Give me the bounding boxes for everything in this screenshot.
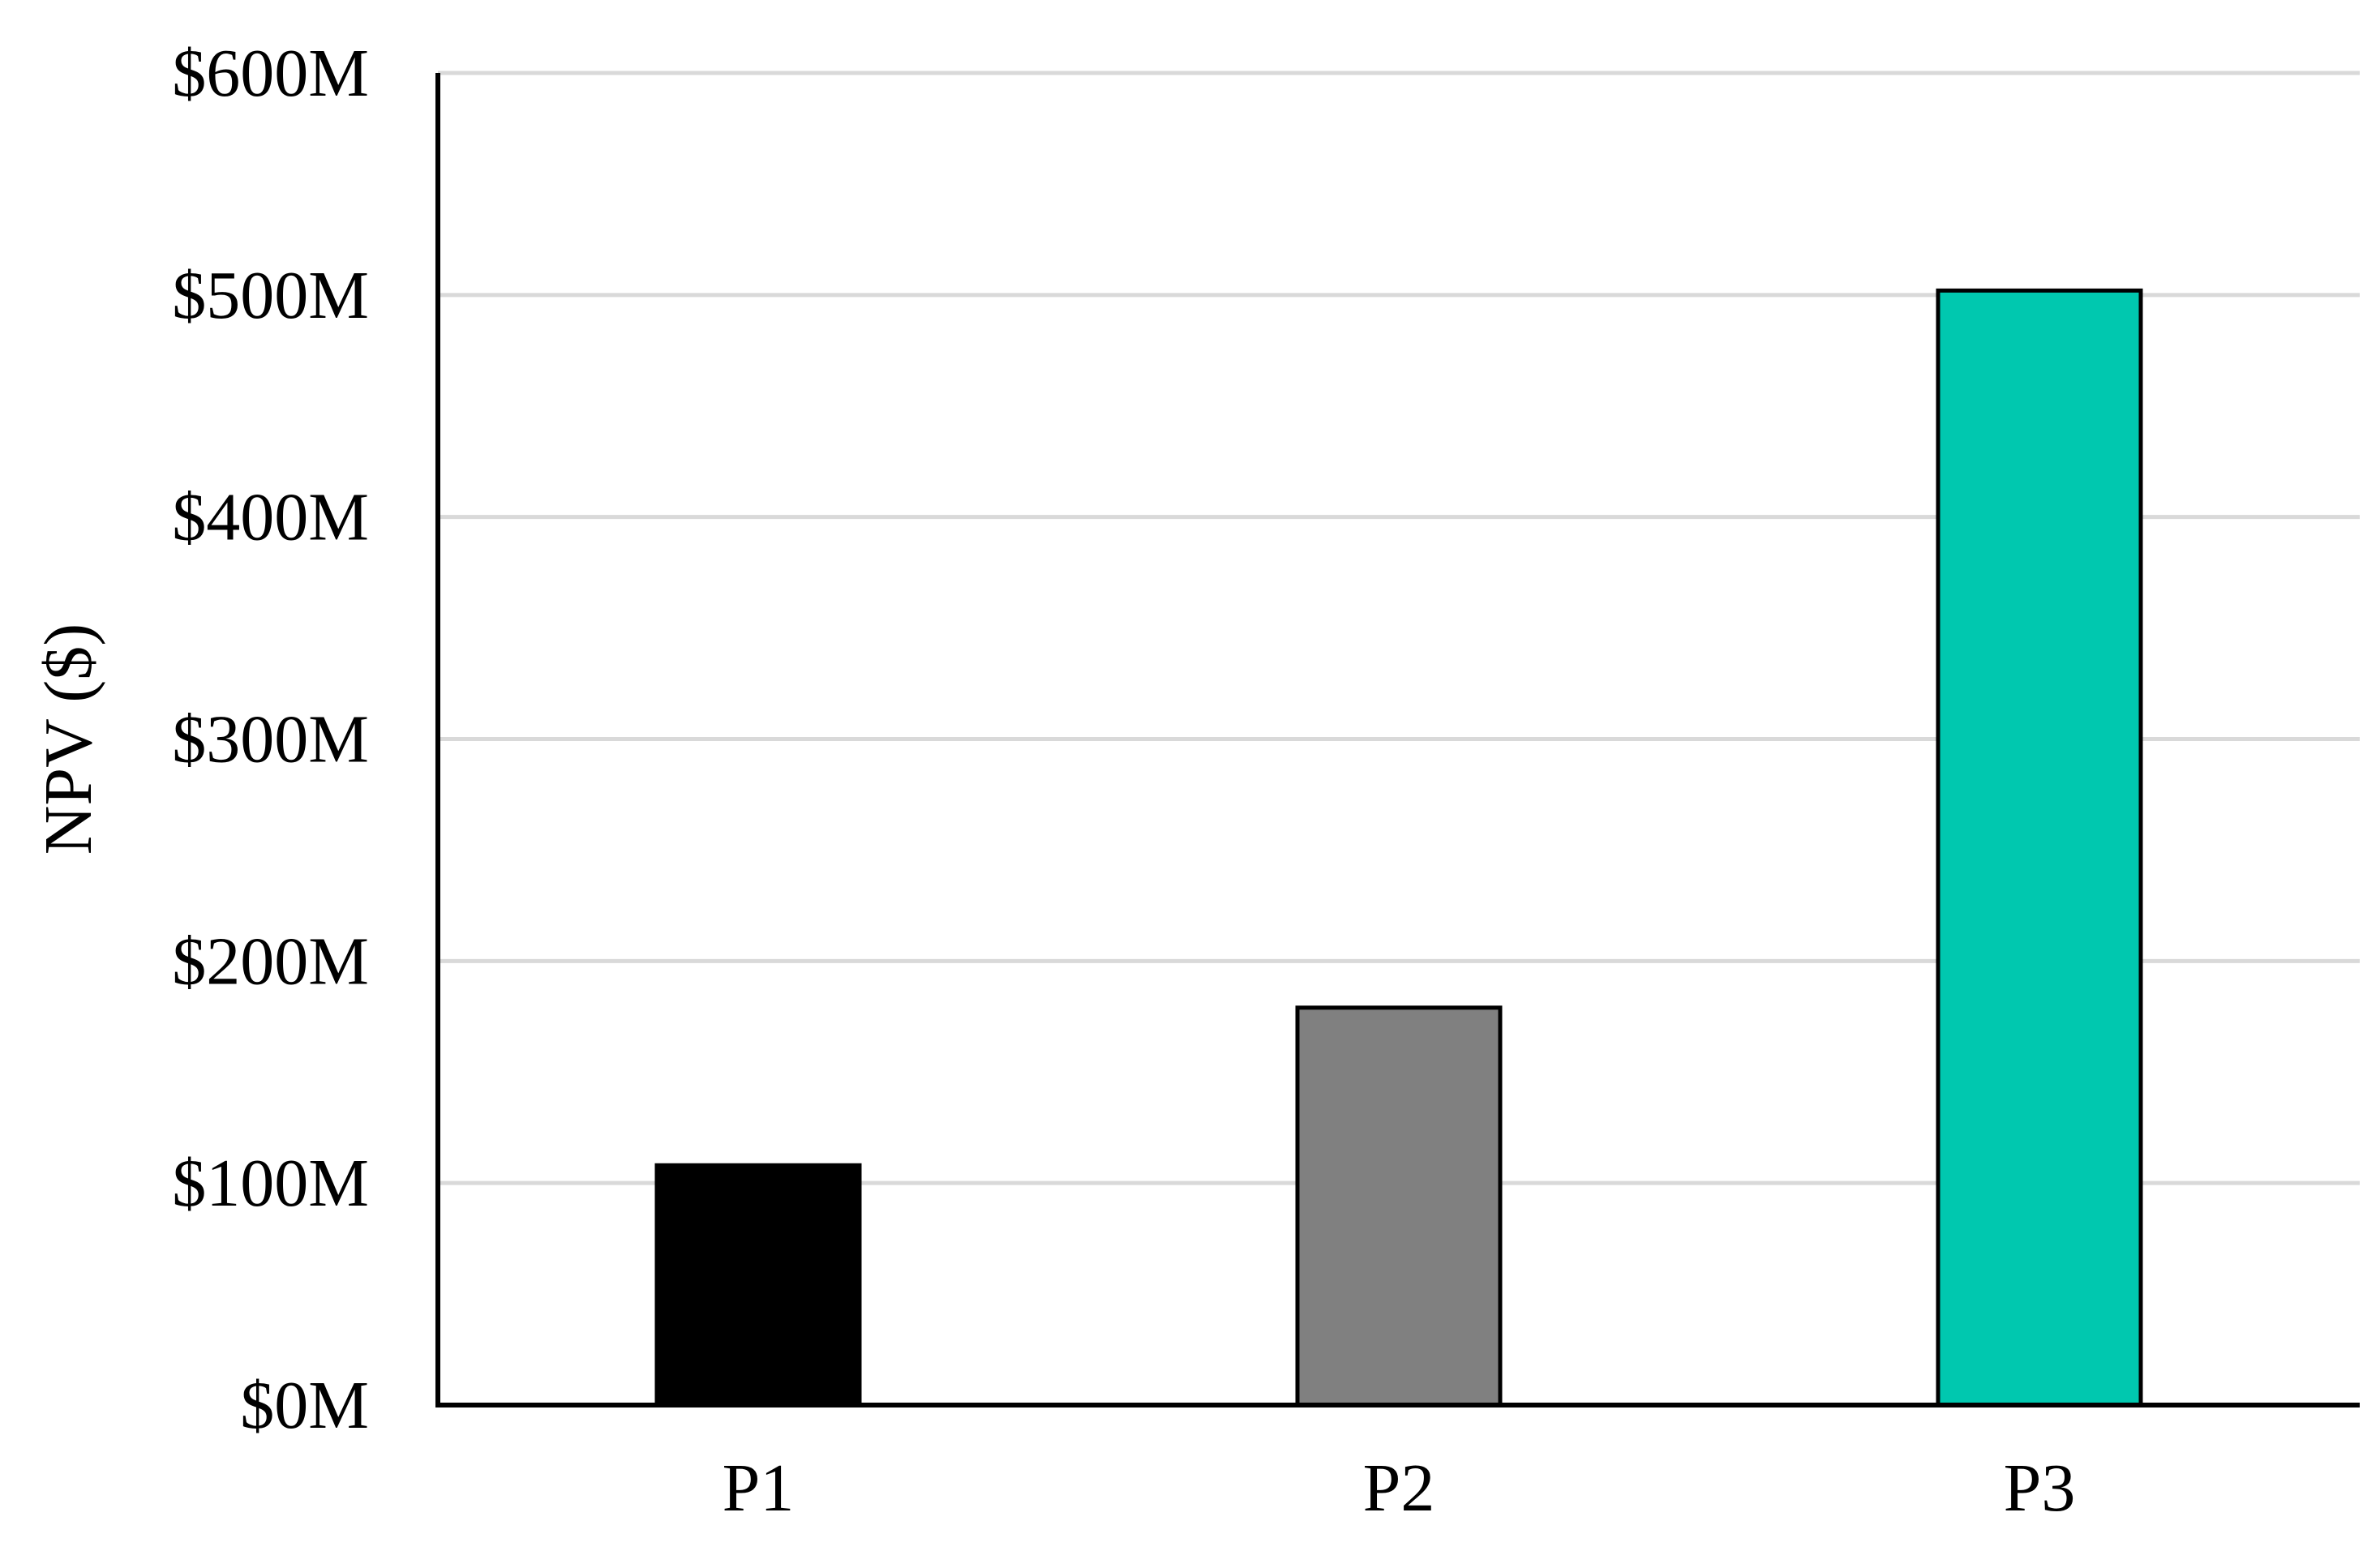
y-tick-label: $500M (172, 258, 369, 333)
axes (435, 73, 2360, 1407)
y-tick-label: $0M (240, 1368, 369, 1443)
bar-p1 (654, 1163, 862, 1407)
y-tick-labels: $0M $100M $200M $300M $400M $500M $600M (172, 36, 369, 1443)
y-tick-label: $200M (172, 923, 369, 999)
bar-p2 (1295, 1005, 1503, 1407)
y-tick-label: $600M (172, 36, 369, 111)
x-tick-label: P3 (2004, 1450, 2076, 1526)
y-tick-label: $300M (172, 702, 369, 778)
x-tick-label: P2 (1363, 1450, 1435, 1526)
y-tick-label: $100M (172, 1146, 369, 1221)
x-tick-labels: P1 P2 P3 (723, 1450, 2076, 1526)
bar-p3 (1936, 288, 2143, 1407)
x-tick-label: P1 (723, 1450, 795, 1526)
y-axis-title: NPV ($) (31, 623, 106, 855)
y-tick-label: $400M (172, 480, 369, 555)
bars (654, 288, 2143, 1407)
